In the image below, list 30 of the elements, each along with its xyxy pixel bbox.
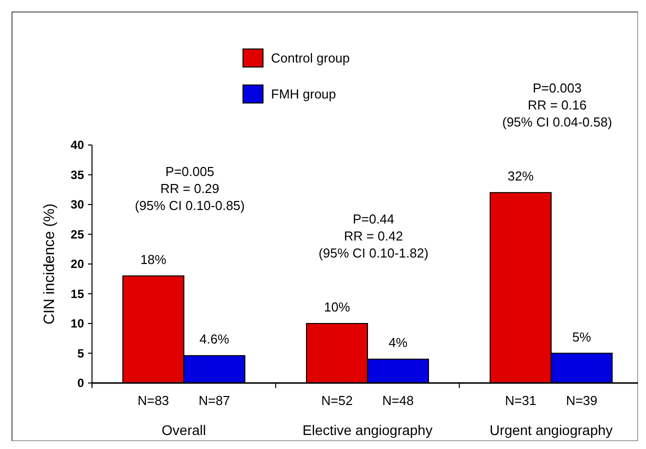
y-tick-label: 0 xyxy=(77,376,84,390)
y-tick-label: 5 xyxy=(77,346,84,360)
text: N=48 xyxy=(382,393,414,408)
text: N=52 xyxy=(321,393,353,408)
annotation: P=0.005 RR = 0.29 (95% CI 0.10-0.85) xyxy=(134,164,245,213)
text: N=39 xyxy=(566,393,598,408)
x-tick-label: Elective angiography xyxy=(302,422,432,438)
x-tick-label: Urgent angiography xyxy=(490,422,613,438)
data-label: 32% xyxy=(508,168,534,184)
data-label: 4.6% xyxy=(200,332,230,347)
legend-label: Control group xyxy=(271,50,350,66)
y-tick-label: 10 xyxy=(70,316,84,331)
y-tick-label: 20 xyxy=(70,257,84,272)
text: N=83 xyxy=(138,393,170,408)
y-axis-title: CIN incidence (%) xyxy=(41,204,58,324)
text: N=31 xyxy=(504,393,536,408)
data-label: 18% xyxy=(140,252,167,267)
data-label: 10% xyxy=(324,300,350,314)
y-tick-label: 30 xyxy=(70,198,84,212)
y-tick-label: 25 xyxy=(70,227,84,242)
x-tick-label: Overall xyxy=(162,422,206,438)
y-tick-label: 40 xyxy=(70,138,84,152)
data-label: 4% xyxy=(388,335,408,350)
text: N=87 xyxy=(198,393,230,408)
legend-label: FMH group xyxy=(271,86,336,102)
annotation: P=0.44 RR = 0.42 (95% CI 0.10-1.82) xyxy=(318,212,428,260)
y-tick-label: 15 xyxy=(70,286,84,301)
y-tick-label: 35 xyxy=(70,168,84,182)
data-label: 5% xyxy=(572,329,592,344)
text: P=0.003 RR = 0.16 (95% CI 0.04-0.58) xyxy=(502,80,612,130)
